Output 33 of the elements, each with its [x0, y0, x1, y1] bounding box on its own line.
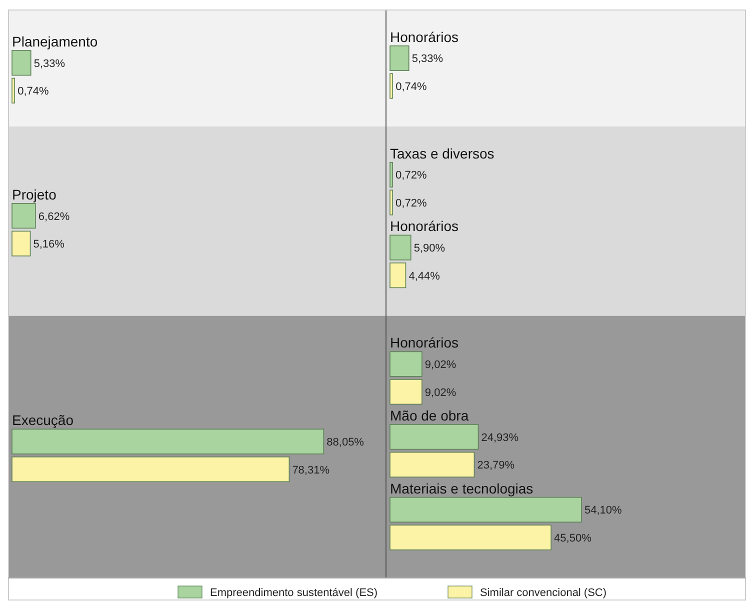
- y-tick-label: Materiais e tecnologias: [390, 480, 534, 496]
- data-label: 0,74%: [18, 86, 50, 98]
- y-tick-label: Mão de obra: [390, 408, 469, 424]
- data-label: 9,02%: [424, 359, 456, 372]
- data-label: 0,74%: [396, 80, 428, 93]
- bar: [12, 428, 324, 454]
- data-label: 24,93%: [481, 432, 519, 444]
- y-tick-label: Honorários: [390, 334, 458, 351]
- data-label: 9,02%: [424, 386, 456, 399]
- data-label: 23,79%: [477, 460, 515, 472]
- y-tick-label: Projeto: [12, 186, 57, 202]
- data-label: 45,50%: [554, 532, 592, 544]
- y-tick-label: Honorários: [390, 28, 458, 45]
- data-label: 6,62%: [38, 210, 70, 223]
- legend-label: Similar convencional (SC): [480, 587, 607, 599]
- data-label: 5,33%: [412, 53, 444, 66]
- y-tick-label: Taxas e diversos: [390, 145, 494, 162]
- y-tick-label: Honorários: [390, 218, 458, 234]
- data-label: 5,90%: [414, 242, 446, 255]
- data-label: 5,33%: [34, 58, 66, 70]
- data-label: 4,44%: [408, 270, 440, 282]
- y-tick-label: Execução: [12, 412, 74, 428]
- data-label: 78,31%: [292, 464, 330, 476]
- data-label: 0,72%: [396, 197, 427, 210]
- bar: [12, 50, 32, 76]
- data-label: 88,05%: [326, 436, 364, 449]
- bar: [12, 78, 16, 104]
- data-label: 0,72%: [396, 170, 427, 182]
- data-label: 5,16%: [33, 238, 65, 251]
- y-tick-label: Planejamento: [12, 33, 98, 50]
- bar: [12, 456, 290, 482]
- data-label: 54,10%: [584, 504, 622, 517]
- legend-label: Empreendimento sustentável (ES): [210, 587, 378, 599]
